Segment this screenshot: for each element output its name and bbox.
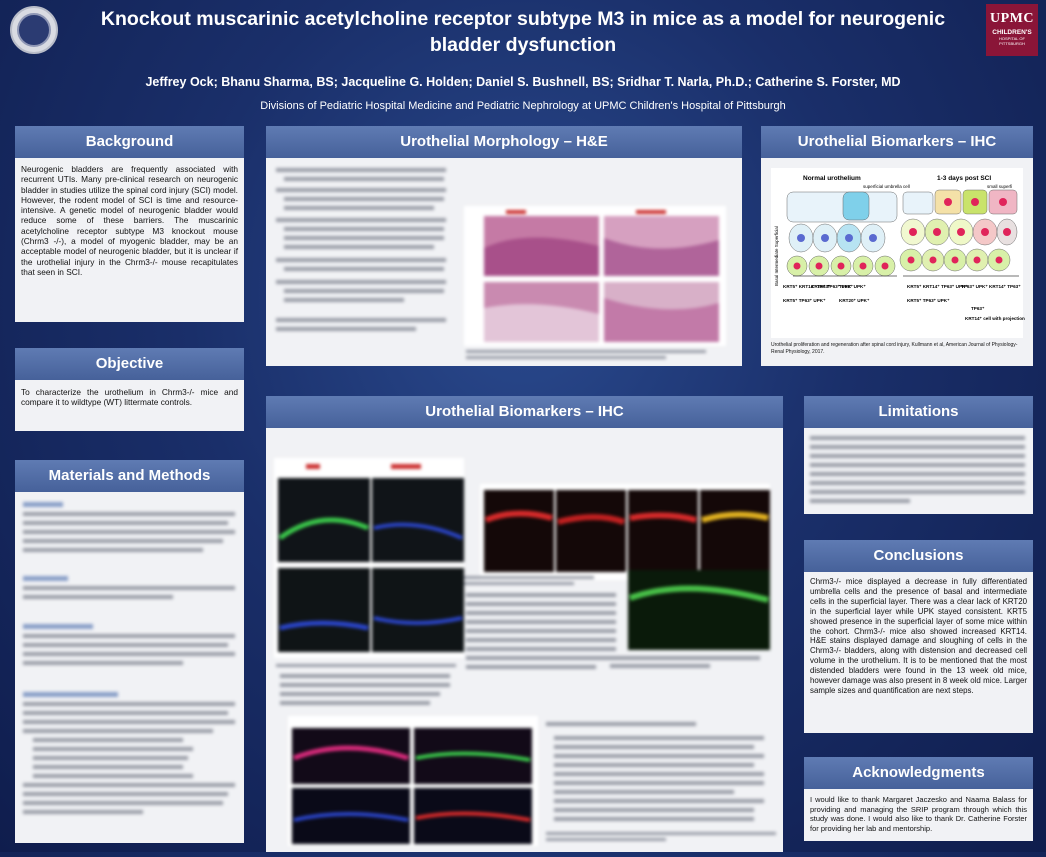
poster-title: Knockout muscarinic acetylcholine recept… [100,8,946,56]
poster-affiliation: Divisions of Pediatric Hospital Medicine… [260,100,786,112]
limitations-blurred-text [810,436,1025,503]
marker-label-tp63: TP63⁺ [971,306,985,311]
marker-label-n4: KRT5⁺ TP63⁺ UPK⁺ [783,298,826,303]
limitations-body [804,428,1033,514]
limitations-section: Limitations [804,396,1033,514]
poster-authors: Jeffrey Ock; Bhanu Sharma, BS; Jacquelin… [145,75,901,89]
marker-label-n1: KRT5⁺ KRT14⁻ TP63⁺ [783,284,831,289]
acknowledgments-header: Acknowledgments [804,757,1033,789]
background-text: Neurogenic bladders are frequently assoc… [15,158,244,322]
acknowledgments-section: Acknowledgments I would like to thank Ma… [804,757,1033,841]
urothelium-diagram: Normal urothelium 1-3 days post SCI supe… [771,168,1025,338]
morphology-blurred-content [276,168,726,359]
methods-header: Materials and Methods [15,460,244,492]
marker-label-s2: KRT5⁺ TP63⁺ UPK⁺ [907,298,950,303]
marker-label-s4: KRT14⁺ TP63⁺ [989,284,1021,289]
ihc-blurred-content [274,458,776,846]
background-section: Background Neurogenic bladders are frequ… [15,126,244,322]
marker-label-projection: KRT14⁺ cell with projection [965,316,1025,321]
limitations-header: Limitations [804,396,1033,428]
acknowledgments-text: I would like to thank Margaret Jaczesko … [804,789,1033,841]
marker-label-n2: KRT5⁺ TP63⁺ UPK⁻ [811,284,854,289]
objective-header: Objective [15,348,244,380]
methods-blurred-text [23,502,235,814]
upmc-childrens-logo: UPMC CHILDREN'S HOSPITAL OF PITTSBURGH [986,4,1038,56]
conclusions-text: Chrm3-/- mice displayed a decrease in fu… [804,572,1033,733]
diagram-label-normal: Normal urothelium [803,175,861,182]
diagram-label-sci: 1-3 days post SCI [937,175,991,182]
diagram-layer-labels: Basal Intermediate Superficial [774,226,779,286]
conclusions-header: Conclusions [804,540,1033,572]
marker-label-n3: TP63⁺ UPK⁺ [839,284,866,289]
biomarkers-ihc-header: Urothelial Biomarkers – IHC [266,396,783,428]
methods-section: Materials and Methods [15,460,244,843]
morphology-body [266,158,742,366]
marker-label-s3: TP63⁺ UPK⁺ [961,284,988,289]
morphology-header: Urothelial Morphology – H&E [266,126,742,158]
methods-body [15,492,244,843]
biomarkers-diagram-body: Normal urothelium 1-3 days post SCI supe… [761,158,1033,366]
biomarkers-diagram-section: Urothelial Biomarkers – IHC Normal uroth… [761,126,1033,366]
diagram-label-umbrella: superficial umbrella cell [863,184,910,189]
diagram-caption: Urothelial proliferation and regeneratio… [771,342,1018,355]
diagram-label-small: small superfi [987,184,1012,189]
biomarkers-ihc-section: Urothelial Biomarkers – IHC [266,396,783,852]
biomarkers-diagram-header: Urothelial Biomarkers – IHC [761,126,1033,158]
morphology-section: Urothelial Morphology – H&E [266,126,742,366]
objective-section: Objective To characterize the urothelium… [15,348,244,431]
pitt-seal-logo [10,6,58,54]
conclusions-section: Conclusions Chrm3-/- mice displayed a de… [804,540,1033,733]
biomarkers-ihc-body [266,428,783,852]
marker-label-n5: KRT20⁺ UPK⁺ [839,298,870,303]
background-header: Background [15,126,244,158]
objective-text: To characterize the urothelium in Chrm3-… [15,380,244,431]
marker-label-s1: KRT5⁺ KRT14⁺ TP63⁺ UPK⁺ [907,284,968,289]
